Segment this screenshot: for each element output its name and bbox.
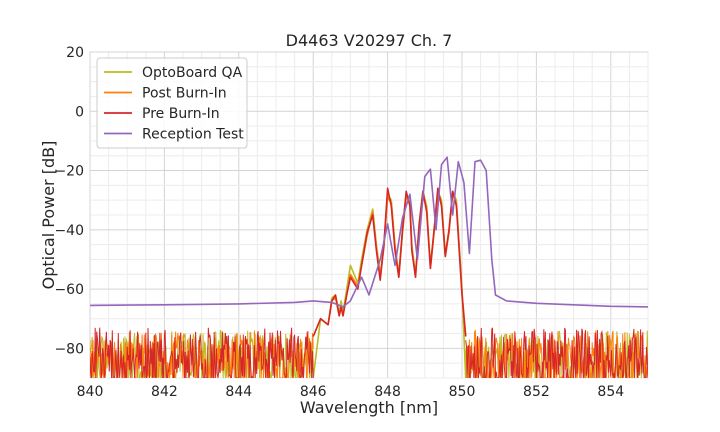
noise-floor-right [465,327,648,378]
series-layer [90,156,648,378]
x-axis-label: Wavelength [nm] [300,398,438,417]
y-tick-label: −80 [54,341,84,357]
y-tick-label: 20 [66,45,84,61]
x-tick-label: 846 [300,384,327,400]
y-tick-label: 0 [75,104,84,120]
x-tick-label: 850 [449,384,476,400]
legend-box [96,57,248,149]
series-reception-test [90,156,648,308]
legend-label: Reception Test [142,127,244,143]
legend-label: OptoBoard QA [142,65,243,81]
series-line [312,187,467,337]
y-tick-label: −60 [54,282,84,298]
legend-label: Pre Burn-In [142,106,220,122]
noise-floor-right [465,329,648,378]
x-tick-label: 848 [374,384,401,400]
legend-label: Post Burn-In [142,86,227,102]
y-tick-label: −40 [54,223,84,239]
legend: OptoBoard QA Post Burn-In Pre Burn-In Recep… [96,57,248,149]
x-tick-label: 844 [225,384,252,400]
y-tick-label: −20 [54,164,84,180]
x-tick-label: 852 [523,384,550,400]
series-pre-burn-in [90,187,648,378]
x-tick-label: 854 [597,384,624,400]
x-tick-label: 840 [77,384,104,400]
chart-title: D4463 V20297 Ch. 7 [286,31,453,50]
y-axis-label: Optical Power [dB] [39,141,58,290]
series-line [90,156,648,308]
tick-labels: 840 842 844 846 848 850 852 854 20 0 −20 −40 −60 −80 [54,45,624,400]
noise-floor-left [90,327,314,378]
x-tick-label: 842 [151,384,178,400]
